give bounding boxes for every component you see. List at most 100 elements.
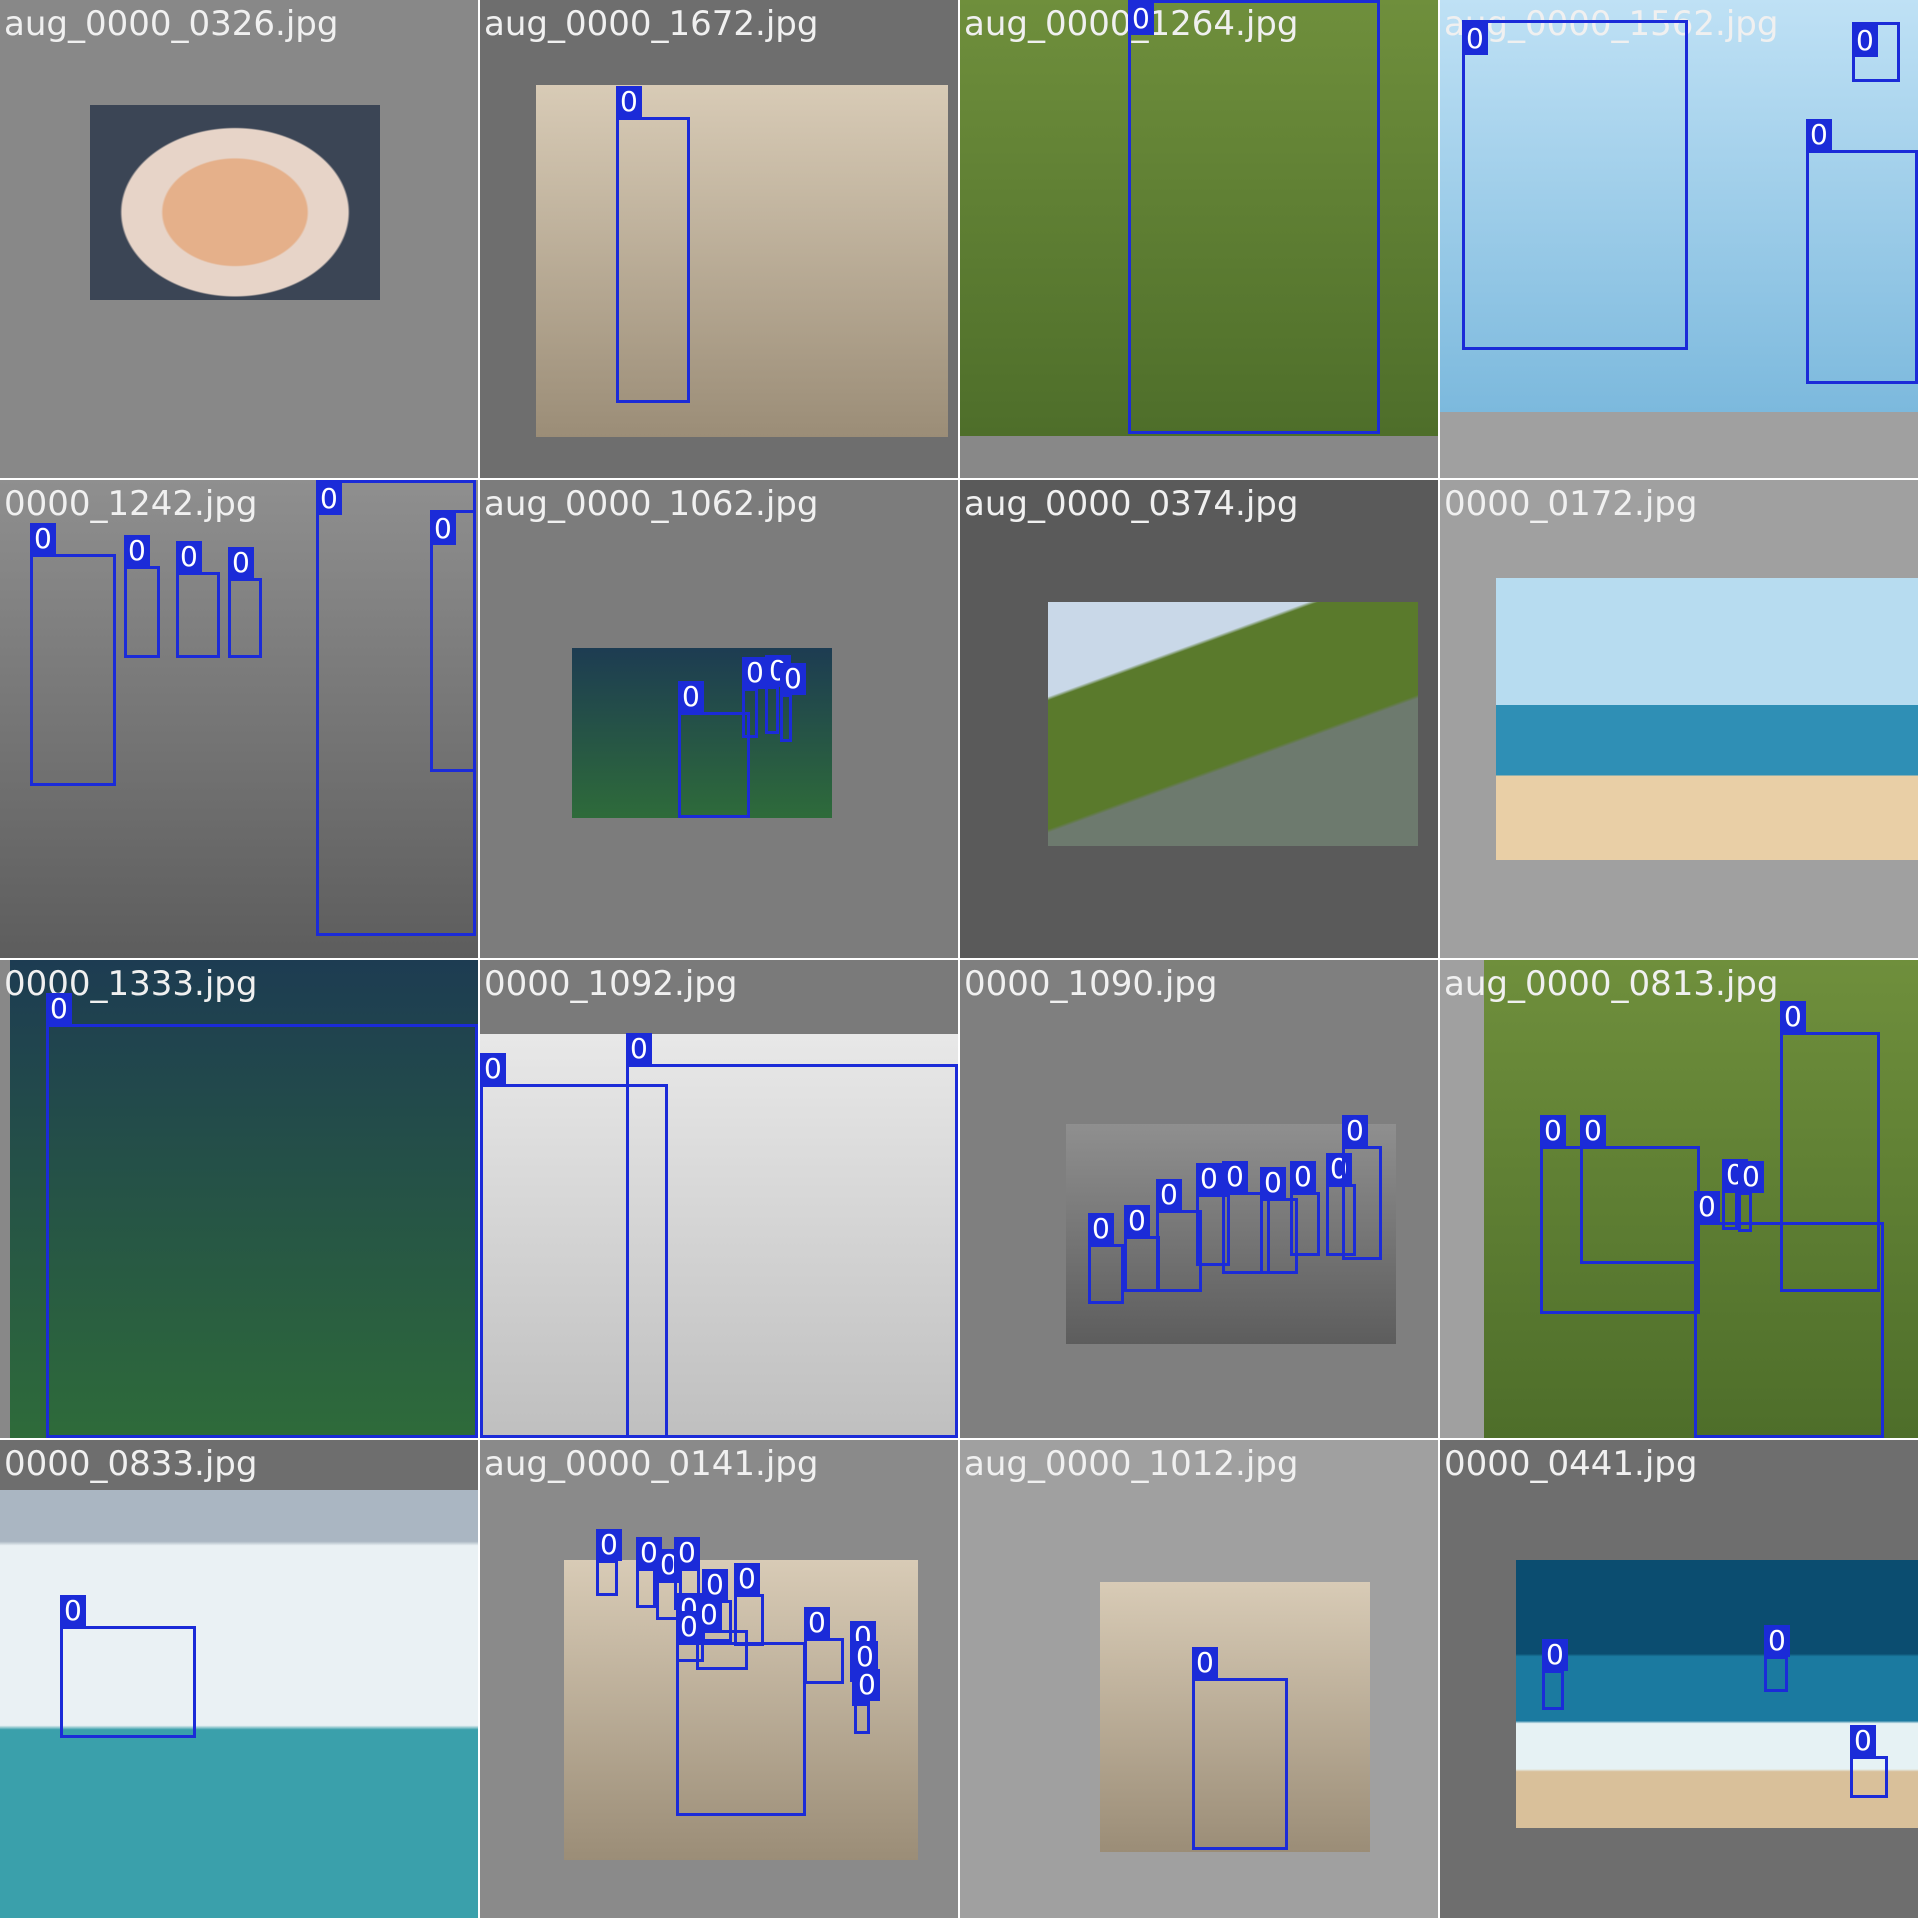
bounding-box: 0 xyxy=(1156,1179,1202,1292)
bounding-box: 0 xyxy=(626,1033,958,1438)
mosaic-tile: aug_0000_1012.jpg 0 xyxy=(960,1440,1438,1918)
class-label: 0 xyxy=(60,1595,86,1627)
bounding-box: 0 xyxy=(1850,1725,1888,1798)
mosaic-tile: aug_0000_0374.jpg xyxy=(960,480,1438,958)
class-label: 0 xyxy=(1290,1161,1316,1193)
tile-filename: aug_0000_0141.jpg xyxy=(484,1444,819,1484)
tile-filename: aug_0000_1562.jpg xyxy=(1444,4,1779,44)
tile-filename: aug_0000_1012.jpg xyxy=(964,1444,1299,1484)
bounding-box: 0 xyxy=(1222,1161,1270,1274)
bounding-box: 0 xyxy=(804,1607,844,1684)
bounding-box: 0 xyxy=(60,1595,196,1738)
bounding-box: 0 xyxy=(480,1053,668,1438)
tile-filename: aug_0000_1672.jpg xyxy=(484,4,819,44)
class-label: 0 xyxy=(1780,1001,1806,1033)
tile-photo xyxy=(536,85,948,437)
mosaic-tile: 0000_0172.jpg xyxy=(1440,480,1918,958)
bounding-box: 0 xyxy=(1580,1115,1700,1264)
tile-filename: aug_0000_0374.jpg xyxy=(964,484,1299,524)
bounding-box: 0 xyxy=(1462,20,1688,350)
mosaic-tile: 0000_1090.jpg 0 0 0 0 0 0 0 0 0 xyxy=(960,960,1438,1438)
class-label: 0 xyxy=(702,1569,728,1601)
class-label: 0 xyxy=(1850,1725,1876,1757)
bounding-box: 0 xyxy=(734,1563,764,1646)
class-label: 0 xyxy=(176,541,202,573)
bounding-box: 0 xyxy=(228,547,262,658)
bounding-box: 0 xyxy=(596,1529,622,1596)
class-label: 0 xyxy=(1738,1161,1764,1193)
tile-filename: 0000_1090.jpg xyxy=(964,964,1218,1004)
tile-photo xyxy=(480,1034,958,1438)
class-label: 0 xyxy=(430,513,456,545)
class-label: 0 xyxy=(1342,1115,1368,1147)
bounding-box: 0 xyxy=(765,655,791,734)
bounding-box: 0 xyxy=(1780,1001,1880,1292)
tile-filename: aug_0000_0326.jpg xyxy=(4,4,339,44)
class-label: 0 xyxy=(1542,1639,1568,1671)
mosaic-tile: aug_0000_1562.jpg 0 0 0 xyxy=(1440,0,1918,478)
tile-photo xyxy=(1440,0,1918,412)
bounding-box: 0 xyxy=(46,993,478,1438)
bounding-box: 0 xyxy=(854,1669,880,1734)
tile-filename: 0000_0172.jpg xyxy=(1444,484,1698,524)
mosaic-tile: aug_0000_1672.jpg 0 xyxy=(480,0,958,478)
class-label: 0 xyxy=(1156,1179,1182,1211)
class-label: 0 xyxy=(30,523,56,555)
bounding-box: 0 xyxy=(1342,1115,1382,1260)
tile-photo xyxy=(564,1560,918,1860)
class-label: 0 xyxy=(1124,1205,1150,1237)
bounding-box: 0 xyxy=(1192,1647,1288,1850)
tile-photo xyxy=(10,960,478,1438)
class-label: 0 xyxy=(1192,1647,1218,1679)
bounding-box: 0 xyxy=(676,1611,806,1816)
class-label: 0 xyxy=(852,1641,878,1673)
class-label: 0 xyxy=(1128,3,1154,35)
class-label: 0 xyxy=(1806,119,1832,151)
bounding-box: 0 xyxy=(636,1537,662,1608)
bounding-box: 0 xyxy=(780,663,806,742)
bounding-box: 0 xyxy=(1542,1639,1568,1710)
class-label: 0 xyxy=(316,483,342,515)
bounding-box: 0 xyxy=(616,86,690,403)
class-label: 0 xyxy=(626,1033,652,1065)
bounding-box: 0 xyxy=(1738,1161,1764,1232)
class-label: 0 xyxy=(734,1563,760,1595)
bounding-box: 0 xyxy=(1260,1167,1298,1274)
bounding-box: 0 xyxy=(1088,1213,1124,1304)
bounding-box: 0 xyxy=(674,1537,700,1610)
class-label: 0 xyxy=(1462,23,1488,55)
class-label: 0 xyxy=(1694,1191,1720,1223)
bounding-box: 0 xyxy=(176,541,220,658)
tile-photo xyxy=(0,1490,478,1918)
mosaic-tile: 0000_0833.jpg 0 xyxy=(0,1440,478,1918)
class-label: 0 xyxy=(228,547,254,579)
tile-filename: 0000_0441.jpg xyxy=(1444,1444,1698,1484)
mosaic-tile: 0000_1092.jpg 0 0 xyxy=(480,960,958,1438)
mosaic-tile: 0000_1242.jpg 0 0 0 0 0 0 xyxy=(0,480,478,958)
class-label: 0 xyxy=(1260,1167,1286,1199)
tile-photo xyxy=(960,0,1438,436)
bounding-box: 0 xyxy=(124,535,160,658)
tile-filename: aug_0000_0813.jpg xyxy=(1444,964,1779,1004)
class-label: 0 xyxy=(854,1669,880,1701)
tile-photo xyxy=(1048,602,1418,846)
bounding-box: 0 xyxy=(742,657,768,738)
class-label: 0 xyxy=(780,663,806,695)
class-label: 0 xyxy=(676,1611,702,1643)
class-label: 0 xyxy=(596,1529,622,1561)
bounding-box: 0 xyxy=(1852,22,1900,82)
bounding-box: 0 xyxy=(1196,1163,1230,1266)
class-label: 0 xyxy=(1222,1161,1248,1193)
class-label: 0 xyxy=(674,1537,700,1569)
bounding-box: 0 xyxy=(1764,1625,1790,1692)
mosaic-tile: 0000_1333.jpg 0 xyxy=(0,960,478,1438)
tile-filename: 0000_1333.jpg xyxy=(4,964,258,1004)
class-label: 0 xyxy=(124,535,150,567)
mosaic-tile: aug_0000_0813.jpg 0 0 0 0 0 0 xyxy=(1440,960,1918,1438)
class-label: 0 xyxy=(480,1053,506,1085)
class-label: 0 xyxy=(1764,1625,1790,1657)
class-label: 0 xyxy=(804,1607,830,1639)
mosaic-tile: aug_0000_1062.jpg 0 0 0 0 xyxy=(480,480,958,958)
bounding-box: 0 xyxy=(430,510,476,772)
